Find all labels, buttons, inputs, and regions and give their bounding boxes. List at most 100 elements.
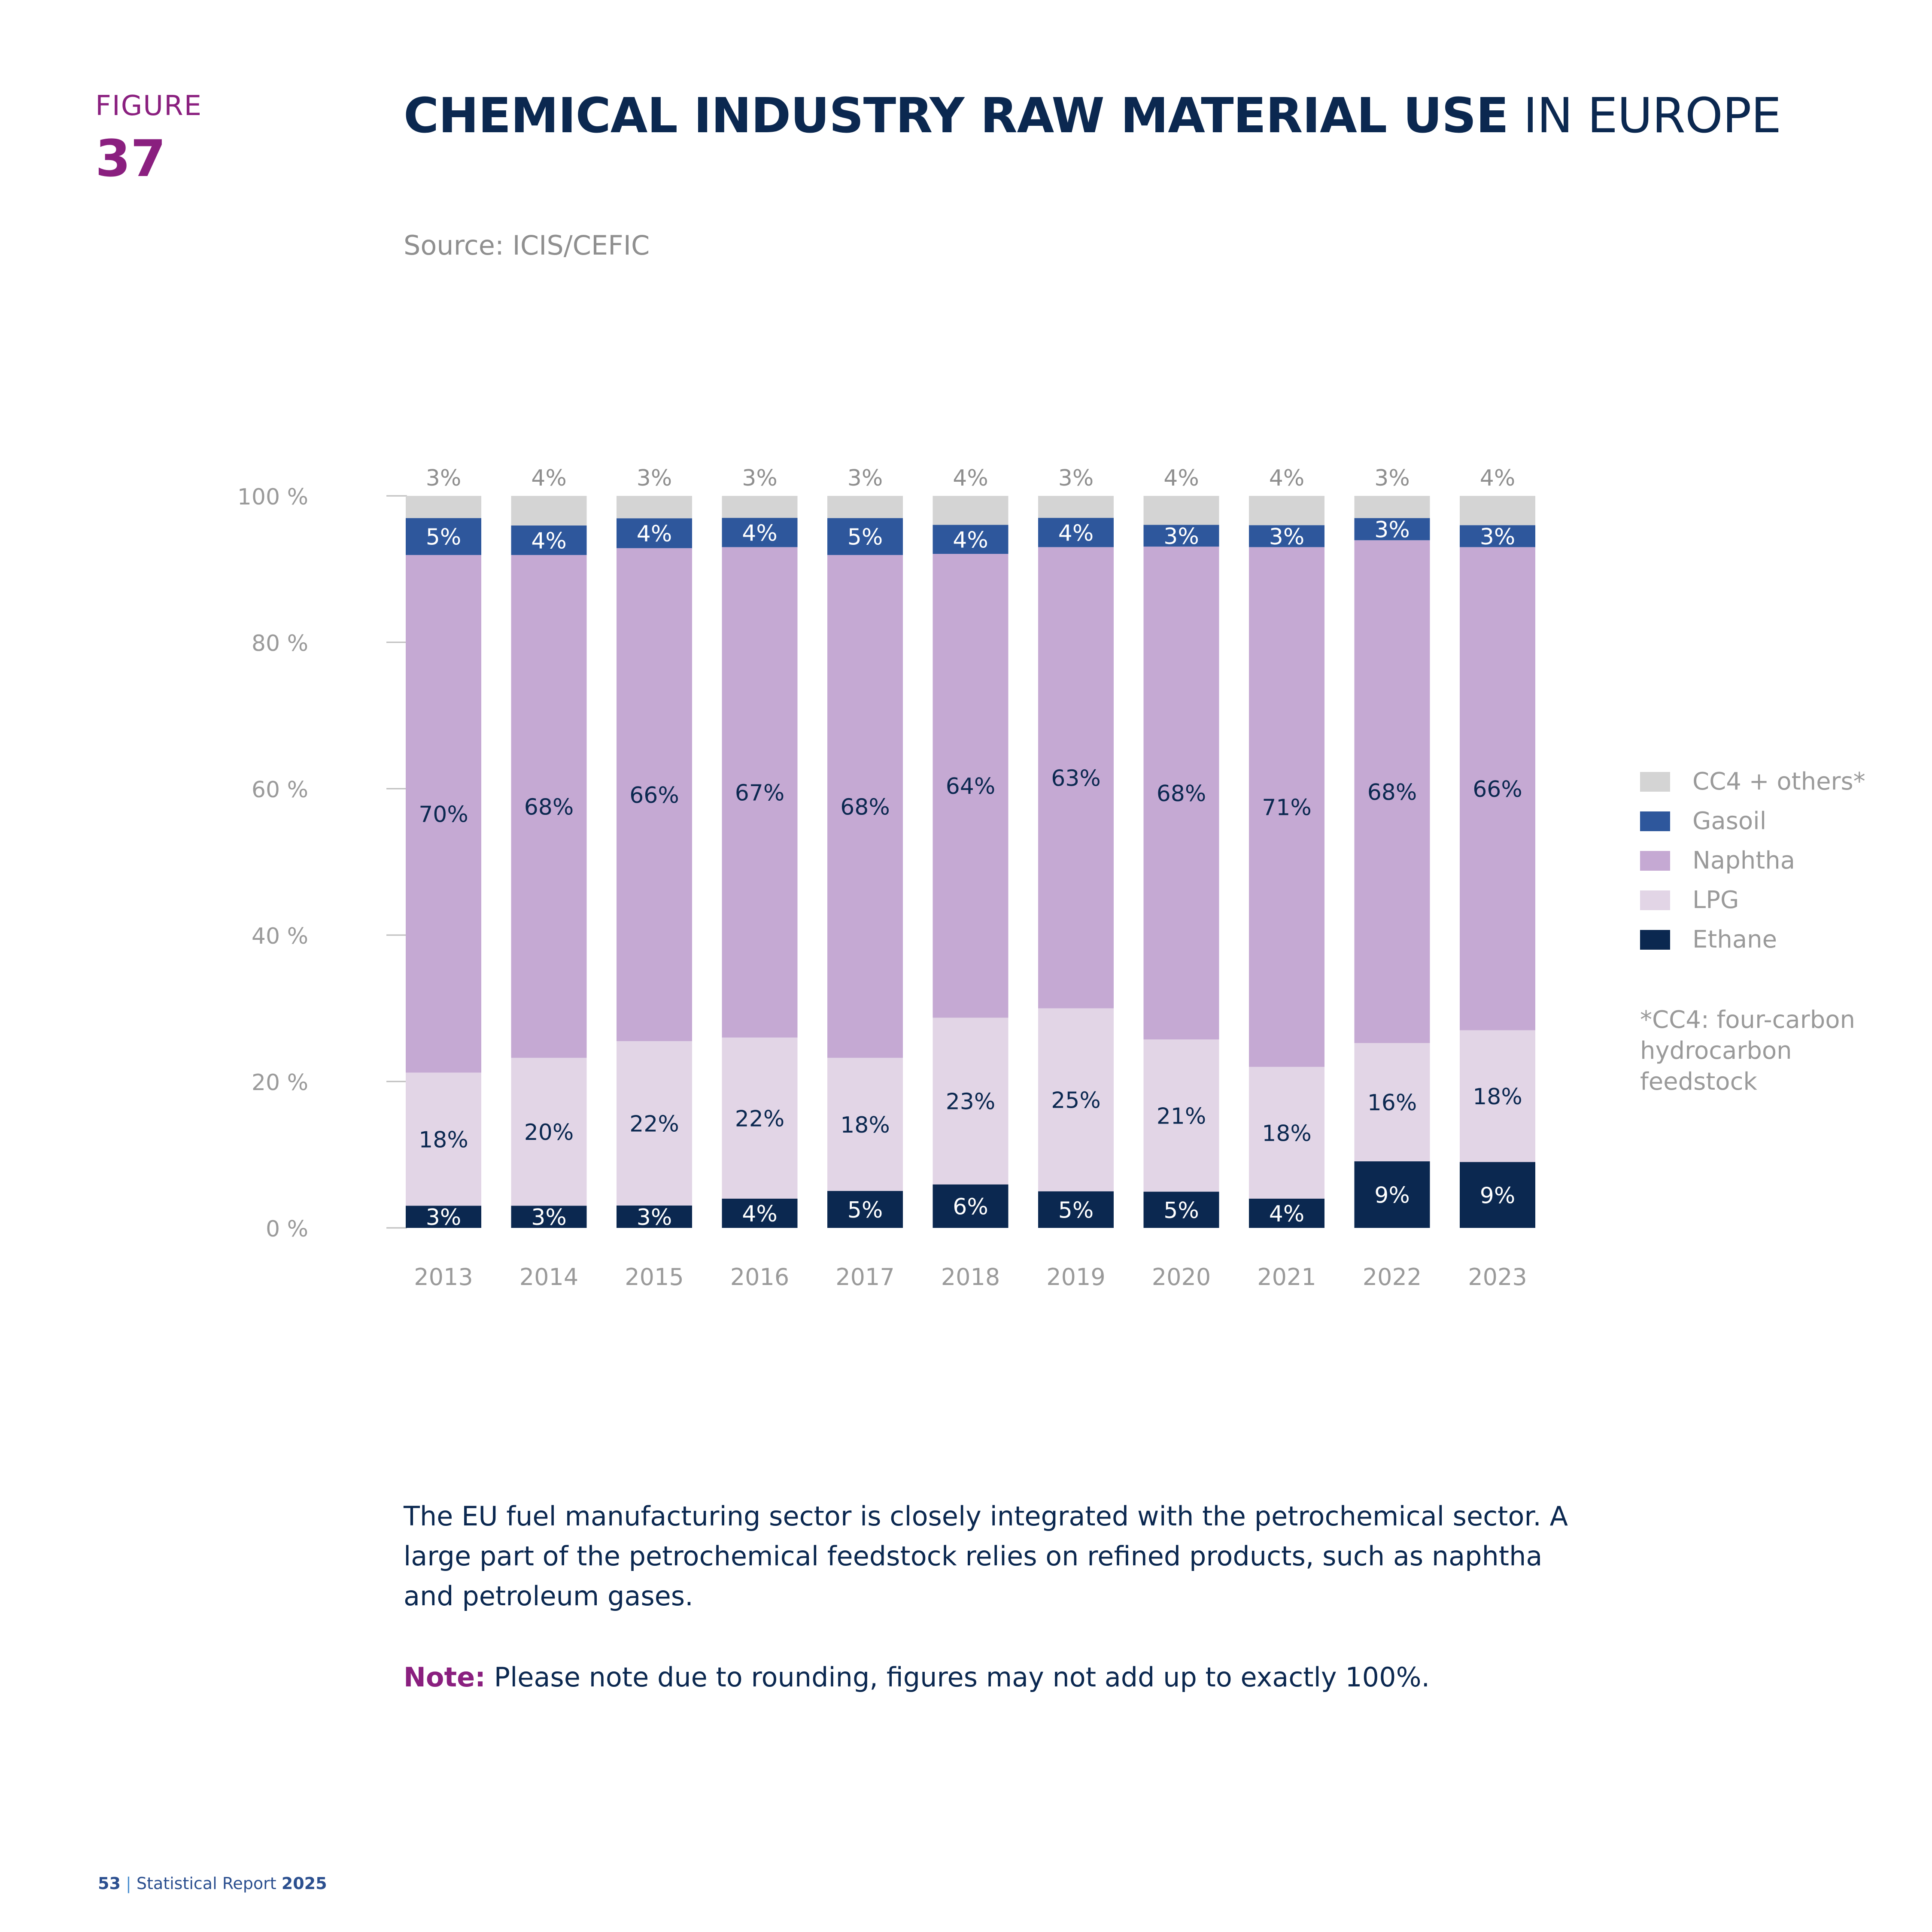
bar-segment [1354, 540, 1430, 1043]
bar-segment [1143, 496, 1219, 525]
x-tick-label: 2015 [625, 1264, 683, 1291]
data-label: 4% [1269, 1201, 1305, 1227]
data-label: 4% [742, 1201, 778, 1227]
x-tick-label: 2022 [1363, 1264, 1422, 1291]
note-label: Note: [404, 1662, 486, 1693]
data-label: 16% [1367, 1090, 1417, 1116]
bar-segment [617, 518, 692, 548]
legend-label-naphtha: Naphtha [1692, 847, 1795, 875]
data-label: 3% [1058, 465, 1094, 491]
bar-segment [722, 547, 798, 1038]
bar-segment [722, 518, 798, 547]
data-label: 64% [946, 774, 996, 799]
y-tick-label: 0 % [266, 1216, 308, 1242]
y-tick-label: 60 % [252, 777, 308, 803]
bar-segment [1249, 496, 1324, 526]
data-label: 5% [426, 525, 462, 550]
y-tick-label: 40 % [252, 923, 308, 949]
data-label: 18% [1473, 1084, 1522, 1110]
legend-label-cc4: CC4 + others* [1692, 768, 1865, 796]
bar-segment [1354, 1161, 1430, 1228]
x-tick-label: 2017 [835, 1264, 894, 1291]
data-label: 4% [1058, 520, 1094, 546]
x-tick-label: 2023 [1468, 1264, 1527, 1291]
x-tick-label: 2018 [941, 1264, 1000, 1291]
bar-segment [511, 525, 587, 555]
legend-swatch-lpg [1640, 890, 1670, 910]
data-label: 4% [953, 465, 988, 491]
data-label: 4% [531, 528, 567, 554]
data-label: 9% [1374, 1183, 1410, 1209]
data-label: 3% [1269, 524, 1305, 550]
bar-segment [1460, 547, 1535, 1030]
bar-segment [1249, 1066, 1324, 1199]
data-label: 68% [840, 794, 890, 820]
bar-segment [511, 1206, 587, 1228]
legend-label-ethane: Ethane [1692, 926, 1777, 954]
data-label: 6% [953, 1194, 988, 1220]
data-label: 71% [1262, 795, 1312, 821]
footer-page-number: 53 [98, 1874, 121, 1893]
data-label: 5% [848, 1197, 883, 1223]
data-label: 23% [946, 1089, 996, 1115]
bar-segment [406, 1072, 481, 1206]
legend-label-lpg: LPG [1692, 886, 1739, 914]
bar-segment [406, 518, 481, 555]
data-label: 18% [419, 1127, 468, 1153]
note-paragraph: Note: Please note due to rounding, figur… [404, 1657, 1649, 1697]
data-label: 3% [531, 1205, 567, 1230]
data-label: 68% [1367, 780, 1417, 805]
bar-segment [827, 555, 903, 1058]
y-tick-label: 80 % [252, 631, 308, 656]
bar-segment [827, 496, 903, 518]
legend-swatch-gasoil [1640, 811, 1670, 831]
x-tick-label: 2021 [1257, 1264, 1316, 1291]
data-label: 20% [524, 1120, 574, 1145]
data-label: 3% [848, 465, 883, 491]
bar-segment [1143, 547, 1219, 1040]
bar-segment [1460, 525, 1535, 547]
bar-segment [406, 496, 481, 518]
data-label: 18% [840, 1112, 890, 1138]
data-label: 21% [1157, 1103, 1206, 1129]
data-label: 3% [426, 1205, 462, 1230]
data-label: 68% [1157, 781, 1206, 807]
stacked-bar-chart: 0 % 20 % 40 % 60 % 80 % 100 % 3% 18% 70% 5% 3% 2013… [237, 465, 1535, 1291]
data-label: 5% [848, 525, 883, 550]
footer-separator: | [125, 1874, 131, 1893]
data-label: 4% [531, 465, 567, 491]
data-label: 5% [1163, 1198, 1199, 1224]
bar-segment [933, 496, 1009, 525]
bar-segment [827, 1057, 903, 1191]
data-label: 4% [637, 521, 672, 547]
bar-segment [933, 525, 1009, 554]
data-label: 3% [742, 465, 778, 491]
legend-swatch-ethane [1640, 930, 1670, 950]
legend-swatch-naphtha [1640, 851, 1670, 871]
bar-segment [933, 554, 1009, 1018]
bar-segment [617, 548, 692, 1042]
x-tick-label: 2016 [730, 1264, 789, 1291]
data-label: 25% [1051, 1088, 1101, 1114]
data-label: 22% [735, 1106, 785, 1132]
data-label: 3% [1163, 524, 1199, 550]
bar-segment [511, 1057, 587, 1206]
data-label: 3% [637, 1205, 672, 1230]
legend-swatch-cc4 [1640, 772, 1670, 792]
bar-segment [1143, 1191, 1219, 1228]
legend-label-gasoil: Gasoil [1692, 807, 1767, 835]
data-label: 3% [1374, 517, 1410, 543]
data-label: 18% [1262, 1121, 1312, 1146]
data-label: 4% [1269, 465, 1305, 491]
bar-segment [1143, 1039, 1219, 1192]
data-label: 66% [1473, 777, 1522, 802]
bar-segment [1249, 1198, 1324, 1228]
bar-segment [1038, 1008, 1114, 1191]
bar-segment [511, 496, 587, 526]
legend-footnote: *CC4: four-carbon hydrocarbon feedstock [1640, 1006, 1856, 1096]
footer-report-name: Statistical Report [136, 1874, 276, 1893]
figure-number: 37 [95, 129, 166, 188]
bar-segment [722, 496, 798, 518]
bar-segment [933, 1018, 1009, 1185]
y-tick-label: 20 % [252, 1070, 308, 1096]
